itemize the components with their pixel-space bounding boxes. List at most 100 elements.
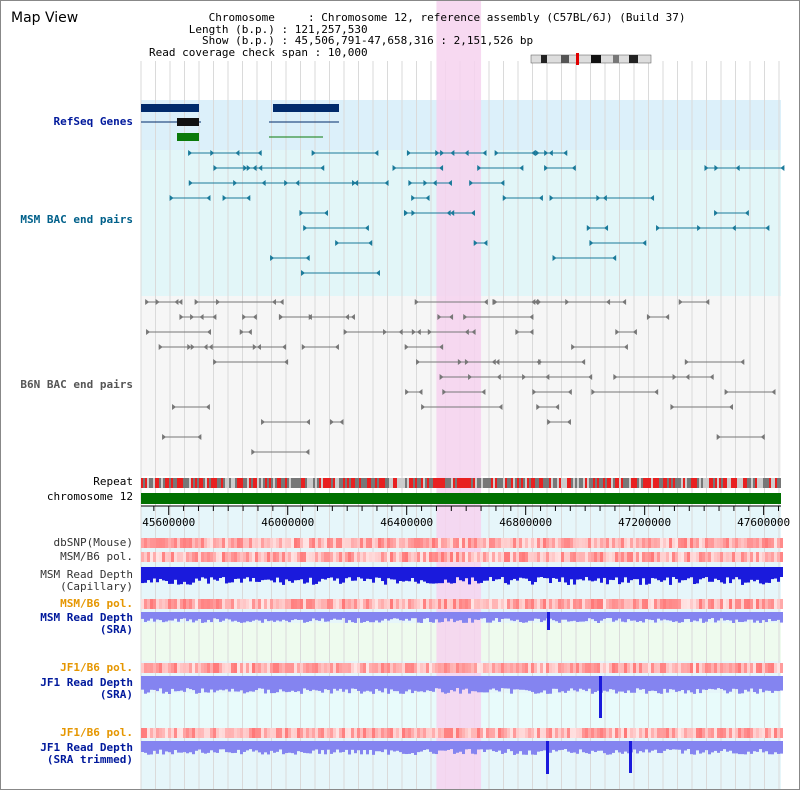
jf1-depth-trimmed-bar [261, 741, 264, 755]
dbsnp-heat [393, 538, 396, 548]
jf1-b6-pol-heat [246, 663, 249, 673]
jf1-depth-sra-bar [447, 676, 450, 693]
track-label-msm-bac[interactable]: MSM BAC end pairs [20, 213, 133, 226]
track-label-dbsnp[interactable]: dbSNP(Mouse) [53, 536, 133, 549]
msm-depth-sra-bar [765, 612, 768, 623]
msm-depth-capillary-bar [585, 567, 588, 578]
track-label-b6n-bac[interactable]: B6N BAC end pairs [20, 378, 133, 391]
msm-depth-capillary-bar [234, 567, 237, 579]
msm-b6-pol-heat [561, 552, 564, 562]
gene-block [177, 118, 199, 126]
track-label-jf1-b6-pol-1[interactable]: JF1/B6 pol. [60, 661, 133, 674]
jf1-b6-pol-heat [354, 663, 357, 673]
msm-b6-pol-heat [399, 552, 402, 562]
msm-depth-sra-bar [300, 612, 303, 620]
track-label-jf1-depth-sra[interactable]: JF1 Read Depth (SRA) [40, 677, 133, 701]
repeat-segment [371, 478, 373, 488]
msm-depth-capillary-bar [426, 567, 429, 584]
msm-pair-end [704, 165, 709, 171]
repeat-segment [649, 478, 651, 488]
jf1-b6-pol-heat [255, 663, 258, 673]
msm-b6-pol-heat [216, 599, 219, 609]
dbsnp-heat [624, 538, 627, 548]
dbsnp-heat [585, 538, 588, 548]
jf1-depth-trimmed-bar [141, 741, 144, 752]
msm-depth-sra-bar [753, 612, 756, 623]
track-label-repeat[interactable]: Repeat [93, 475, 133, 488]
jf1-depth-sra-bar [333, 676, 336, 689]
dbsnp-heat [564, 538, 567, 548]
jf1-b6-pol-heat [411, 728, 414, 738]
dbsnp-heat [708, 538, 711, 548]
msm-depth-capillary-bar [726, 567, 729, 578]
jf1-depth-trimmed-bar [291, 741, 294, 754]
msm-depth-capillary-bar [621, 567, 624, 583]
track-label-jf1-b6-pol-2[interactable]: JF1/B6 pol. [60, 726, 133, 739]
repeat-segment [531, 478, 533, 488]
track-label-msm-depth-sra[interactable]: MSM Read Depth (SRA) [40, 612, 133, 636]
track-label-refseq[interactable]: RefSeq Genes [53, 115, 133, 128]
b6n-pair-end [491, 359, 496, 365]
track-label-msm-b6-pol-1[interactable]: MSM/B6 pol. [60, 550, 133, 563]
repeat-segment [451, 478, 453, 488]
msm-b6-pol-heat [345, 552, 348, 562]
jf1-depth-sra-bar [660, 676, 663, 694]
jf1-depth-sra-bar [750, 676, 753, 689]
track-label-msm-b6-pol-2[interactable]: MSM/B6 pol. [60, 597, 133, 610]
repeat-segment [669, 478, 671, 488]
msm-b6-pol-heat [513, 552, 516, 562]
msm-depth-sra-bar [375, 612, 378, 621]
repeat-segment [501, 478, 503, 488]
dbsnp-heat [510, 538, 513, 548]
jf1-b6-pol-heat [360, 663, 363, 673]
msm-b6-pol-heat [333, 552, 336, 562]
jf1-depth-trimmed-bar [522, 741, 525, 755]
jf1-depth-sra-bar [735, 676, 738, 690]
jf1-depth-sra-bar [351, 676, 354, 689]
jf1-depth-trimmed-bar [414, 741, 417, 755]
dbsnp-heat [468, 538, 471, 548]
repeat-segment [431, 478, 433, 488]
jf1-b6-pol-heat [444, 663, 447, 673]
b6n-pair-end [414, 299, 419, 305]
jf1-depth-trimmed-bar [567, 741, 570, 752]
msm-b6-pol-heat [471, 599, 474, 609]
track-label-msm-depth-capillary[interactable]: MSM Read Depth (Capillary) [40, 569, 133, 593]
msm-b6-pol-heat [780, 552, 783, 562]
label-line-2: (SRA) [99, 688, 133, 701]
jf1-depth-sra-bar [627, 676, 630, 691]
jf1-b6-pol-heat [357, 663, 360, 673]
label-line-2: (Capillary) [60, 580, 133, 593]
msm-b6-pol-heat [774, 599, 777, 609]
msm-depth-capillary-bar [588, 567, 591, 581]
msm-b6-pol-heat [636, 552, 639, 562]
msm-b6-pol-heat [684, 552, 687, 562]
msm-depth-sra-bar [750, 612, 753, 620]
jf1-b6-pol-heat [393, 663, 396, 673]
repeat-segment [567, 478, 569, 488]
msm-pair-end [544, 165, 549, 171]
dbsnp-heat [276, 538, 279, 548]
msm-pair-end [469, 180, 474, 186]
msm-depth-capillary-bar [690, 567, 693, 578]
jf1-depth-trimmed-bar [366, 741, 369, 755]
msm-b6-pol-heat [336, 552, 339, 562]
msm-depth-capillary-bar [156, 567, 159, 583]
track-label-jf1-depth-trimmed[interactable]: JF1 Read Depth (SRA trimmed) [40, 742, 133, 766]
msm-b6-pol-heat [612, 599, 615, 609]
b6n-pair-end [252, 344, 257, 350]
repeat-segment [373, 478, 375, 488]
msm-depth-sra-bar [624, 612, 627, 623]
msm-pair-end [477, 165, 482, 171]
msm-b6-pol-heat [363, 552, 366, 562]
dbsnp-heat [189, 538, 192, 548]
dbsnp-heat [399, 538, 402, 548]
jf1-depth-trimmed-bar [525, 741, 528, 755]
jf1-b6-pol-heat [471, 728, 474, 738]
jf1-depth-sra-bar [771, 676, 774, 693]
msm-b6-pol-heat [423, 552, 426, 562]
track-label-chromosome[interactable]: chromosome 12 [46, 490, 133, 503]
msm-b6-pol-heat [435, 599, 438, 609]
msm-b6-pol-heat [690, 552, 693, 562]
msm-b6-pol-heat [309, 599, 312, 609]
